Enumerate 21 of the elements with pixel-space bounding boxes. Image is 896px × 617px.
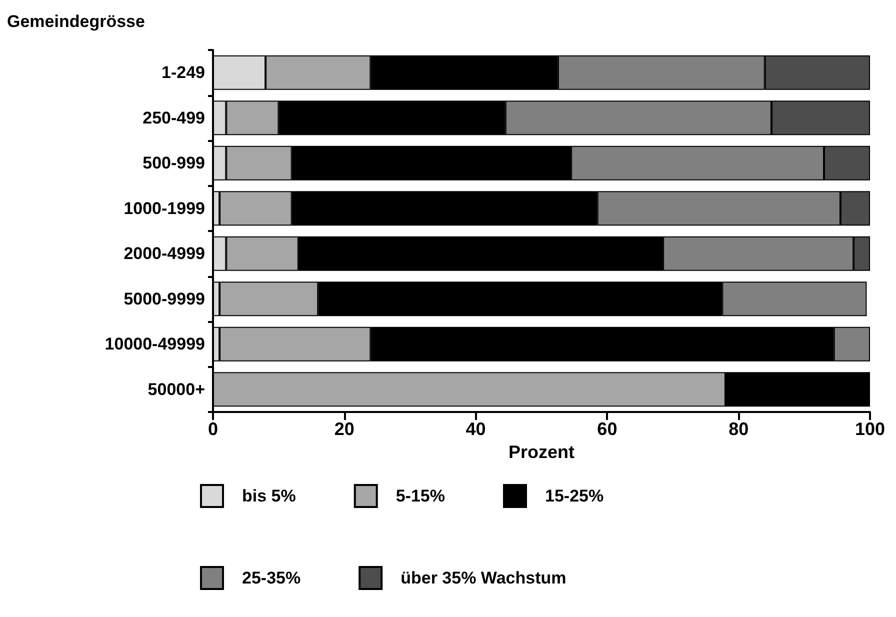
x-tick-label: 80	[728, 419, 749, 439]
y-axis-title: Gemeindegrösse	[7, 12, 145, 31]
y-tick-label: 1000-1999	[124, 198, 205, 218]
y-tick-label: 50000+	[148, 380, 206, 399]
y-tick-label: 5000-9999	[124, 289, 205, 308]
legend-label: 25-35%	[242, 568, 301, 588]
x-axis-title: Prozent	[508, 442, 575, 462]
x-tick-label: 40	[466, 419, 486, 439]
legend-label: 15-25%	[544, 486, 604, 506]
y-tick-label: 10000-49999	[104, 334, 205, 354]
y-tick-label: 1-249	[162, 63, 205, 82]
y-tick-label: 2000-4999	[124, 244, 205, 264]
x-tick-label: 0	[208, 419, 218, 439]
legend-label: über 35% Wachstum	[400, 568, 566, 588]
legend-label: bis 5%	[242, 486, 296, 506]
x-tick-label: 20	[334, 419, 354, 439]
y-tick-label: 250-499	[142, 108, 205, 128]
x-tick-label: 100	[854, 419, 886, 439]
legend-label: 5-15%	[396, 486, 445, 506]
y-tick-label: 500-999	[142, 154, 205, 173]
x-tick-label: 60	[597, 419, 618, 439]
